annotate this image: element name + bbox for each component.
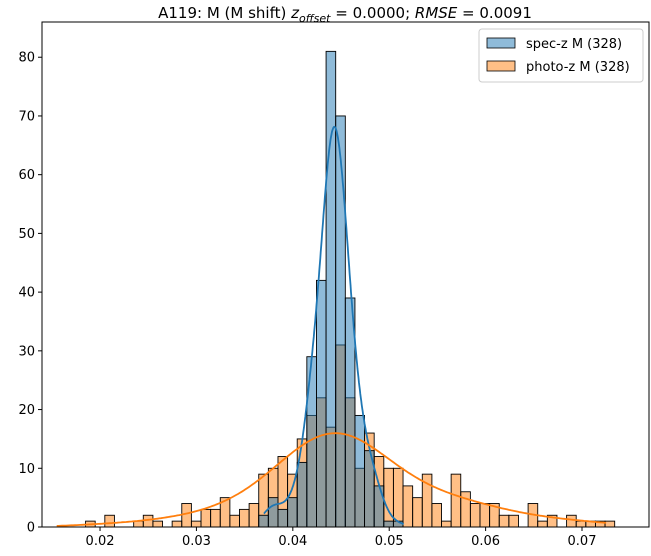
spec-z-bar xyxy=(354,414,366,528)
photo-z-bar xyxy=(450,473,462,528)
y-tick-label: 80 xyxy=(18,51,35,66)
photo-z-bar xyxy=(210,508,221,528)
y-tick-label: 50 xyxy=(18,227,35,242)
legend-label-photo-z: photo-z M (328) xyxy=(526,60,630,75)
photo-z-bar xyxy=(142,514,154,528)
legend-swatch-photo-z xyxy=(486,60,516,72)
photo-z-bar xyxy=(412,497,423,528)
photo-z-bar xyxy=(508,514,519,528)
photo-z-bar xyxy=(469,503,481,528)
x-tick-label: 0.05 xyxy=(375,534,404,549)
x-tick-label: 0.06 xyxy=(471,534,500,549)
photo-z-bar xyxy=(479,503,491,528)
legend-swatch-spec-z xyxy=(486,37,516,49)
spec-z-bar xyxy=(277,508,289,528)
legend: spec-z M (328) photo-z M (328) xyxy=(478,28,644,83)
x-tick-label: 0.07 xyxy=(568,534,597,549)
spec-z-bar xyxy=(258,514,269,528)
photo-z-kde-line xyxy=(56,432,607,527)
x-tick-label: 0.04 xyxy=(278,534,307,549)
y-tick-label: 60 xyxy=(18,168,35,183)
photo-z-bar xyxy=(604,520,616,528)
y-tick-label: 30 xyxy=(18,344,35,359)
spec-z-bar xyxy=(383,520,394,528)
spec-z-bar xyxy=(316,279,327,528)
y-tick-label: 10 xyxy=(18,462,35,477)
y-tick-label: 70 xyxy=(18,109,35,124)
spec-z-bar xyxy=(373,485,385,528)
photo-z-bar xyxy=(498,514,510,528)
photo-z-bar xyxy=(104,514,115,528)
photo-z-bar xyxy=(200,508,212,528)
axes: 0.02 0.03 0.04 0.05 0.06 0.07 0 10 20 30 40 50 60 70 8… xyxy=(18,21,650,549)
photo-z-bar xyxy=(441,520,452,528)
spec-z-kde-line xyxy=(263,125,405,525)
y-tick-label: 40 xyxy=(18,286,35,301)
photo-z-bar xyxy=(152,520,163,528)
chart-title: A119: M (M shift) zoffset = 0.0000; RMSE… xyxy=(158,4,532,25)
photo-z-bar xyxy=(566,514,577,528)
y-tick-label: 0 xyxy=(27,521,35,536)
kde-layer xyxy=(56,125,607,527)
plot-frame xyxy=(41,21,650,528)
legend-frame xyxy=(478,28,644,83)
photo-z-bar xyxy=(181,503,192,528)
spec-z-bar xyxy=(267,497,279,528)
photo-z-bar xyxy=(248,503,260,528)
spec-z-bar xyxy=(325,50,337,528)
spec-z-bar xyxy=(335,115,346,528)
photo-z-bar xyxy=(239,508,250,528)
spec-z-bar xyxy=(287,497,298,528)
photo-z-bar xyxy=(190,520,202,528)
photo-z-bar xyxy=(537,520,548,528)
y-tick-label: 20 xyxy=(18,403,35,418)
bars-layer xyxy=(85,50,616,528)
x-tick-label: 0.02 xyxy=(86,534,115,549)
photo-z-bar xyxy=(383,467,394,528)
x-tick-label: 0.03 xyxy=(182,534,211,549)
spec-z-bar xyxy=(296,461,308,528)
photo-z-bar xyxy=(171,520,183,528)
photo-z-bar xyxy=(229,514,240,528)
photo-z-bar xyxy=(402,485,414,528)
legend-label-spec-z: spec-z M (328) xyxy=(526,37,622,52)
photo-z-bar xyxy=(575,520,587,528)
photo-z-bar xyxy=(431,503,442,528)
